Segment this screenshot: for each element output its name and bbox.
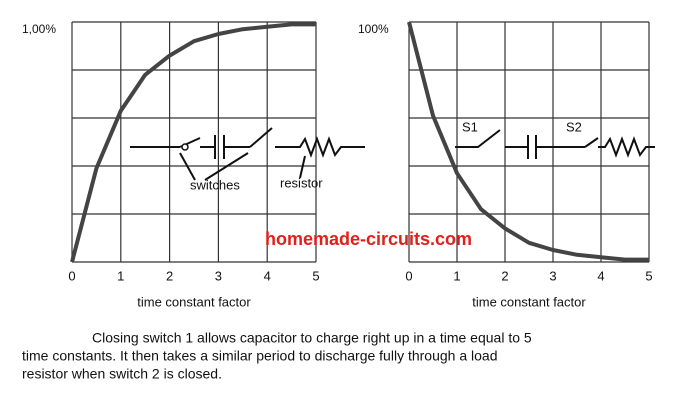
x-tick-label: 1 bbox=[117, 268, 124, 283]
watermark: homemade-circuits.com bbox=[265, 229, 472, 249]
caption-line: time constants. It then takes a similar … bbox=[22, 348, 497, 364]
annotation: S2 bbox=[566, 119, 582, 134]
x-tick-label: 3 bbox=[549, 268, 556, 283]
caption-line: resistor when switch 2 is closed. bbox=[22, 366, 222, 382]
y-tick-label: 100% bbox=[358, 22, 389, 36]
x-axis-label: time constant factor bbox=[137, 294, 251, 309]
x-tick-label: 2 bbox=[501, 268, 508, 283]
x-tick-label: 0 bbox=[68, 268, 75, 283]
x-tick-label: 0 bbox=[405, 268, 412, 283]
curve bbox=[70, 22, 316, 263]
caption-line: Closing switch 1 allows capacitor to cha… bbox=[92, 330, 532, 346]
x-tick-label: 1 bbox=[453, 268, 460, 283]
curve bbox=[407, 21, 649, 262]
annotation: switches bbox=[190, 177, 240, 192]
x-tick-label: 5 bbox=[645, 268, 652, 283]
annotation: resistor bbox=[280, 175, 323, 190]
circuit-left bbox=[130, 127, 365, 181]
y-tick-label: 1,00% bbox=[22, 22, 56, 36]
circuit-right bbox=[455, 129, 655, 159]
x-tick-label: 2 bbox=[166, 268, 173, 283]
x-tick-label: 5 bbox=[312, 268, 319, 283]
x-tick-label: 4 bbox=[264, 268, 271, 283]
x-axis-label: time constant factor bbox=[472, 294, 586, 309]
x-tick-label: 3 bbox=[215, 268, 222, 283]
annotation: S1 bbox=[462, 119, 478, 134]
x-tick-label: 4 bbox=[597, 268, 604, 283]
